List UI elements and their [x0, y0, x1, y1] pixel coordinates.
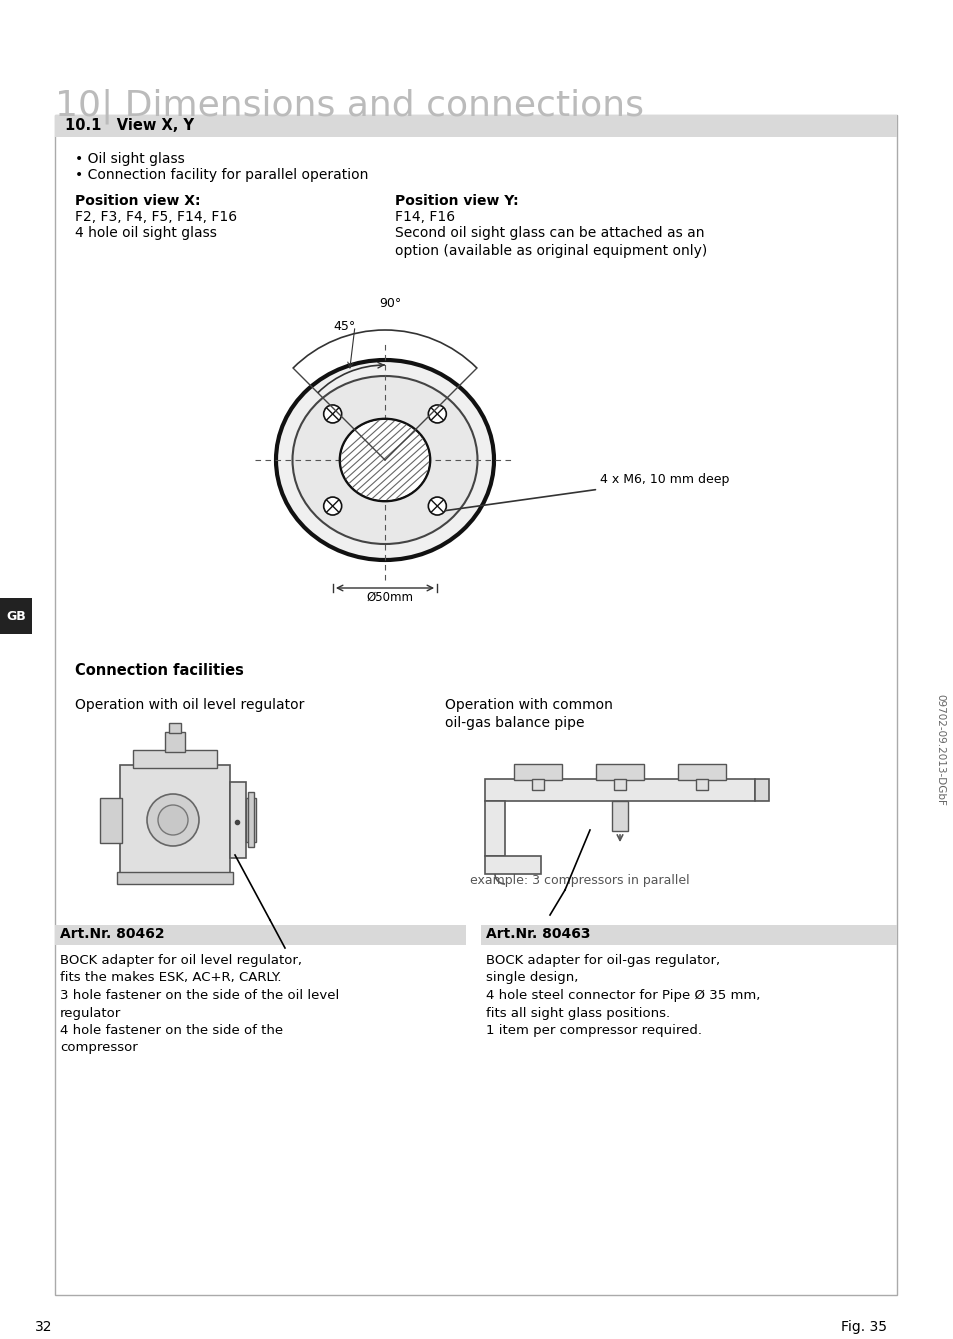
Text: Second oil sight glass can be attached as an
option (available as original equip: Second oil sight glass can be attached a…	[395, 226, 706, 258]
Ellipse shape	[340, 420, 429, 499]
Bar	[55, 115, 896, 1295]
Text: 4 x M6, 10 mm deep: 4 x M6, 10 mm deep	[445, 474, 729, 510]
Bar	[484, 856, 540, 874]
Bar	[169, 723, 181, 732]
Text: 4 hole oil sight glass: 4 hole oil sight glass	[75, 226, 216, 240]
Circle shape	[158, 805, 188, 836]
Text: 10.1   View X, Y: 10.1 View X, Y	[65, 118, 193, 133]
Circle shape	[428, 497, 446, 516]
Bar	[678, 765, 725, 781]
Bar	[117, 872, 233, 884]
Bar	[514, 765, 561, 781]
Bar	[596, 765, 643, 781]
Text: Operation with oil level regulator: Operation with oil level regulator	[75, 698, 304, 712]
Text: Operation with common
oil-gas balance pipe: Operation with common oil-gas balance pi…	[444, 698, 612, 730]
Bar	[612, 801, 627, 832]
Bar	[696, 779, 707, 790]
Ellipse shape	[275, 360, 494, 560]
Bar	[100, 798, 122, 844]
Bar	[165, 732, 185, 753]
Text: BOCK adapter for oil-gas regulator,
single design,
4 hole steel connector for Pi: BOCK adapter for oil-gas regulator, sing…	[485, 953, 760, 1036]
Text: Ø50mm: Ø50mm	[366, 590, 413, 604]
Bar	[230, 782, 246, 858]
Text: 90°: 90°	[378, 297, 400, 311]
Text: • Connection facility for parallel operation: • Connection facility for parallel opera…	[75, 167, 368, 182]
Text: Connection facilities: Connection facilities	[75, 663, 244, 678]
Text: Position view X:: Position view X:	[75, 194, 200, 208]
Text: Fig. 35: Fig. 35	[841, 1320, 886, 1334]
Circle shape	[147, 794, 199, 846]
Text: 45°: 45°	[333, 320, 355, 333]
Text: 32: 32	[35, 1320, 52, 1334]
Bar	[614, 779, 625, 790]
Text: Art.Nr. 80462: Art.Nr. 80462	[60, 927, 165, 941]
Text: F14, F16: F14, F16	[395, 210, 455, 224]
Bar	[132, 750, 216, 769]
Circle shape	[323, 404, 341, 423]
Ellipse shape	[153, 803, 192, 837]
Bar	[246, 798, 255, 842]
Text: Position view Y:: Position view Y:	[395, 194, 518, 208]
Bar	[120, 765, 230, 874]
Bar	[754, 779, 768, 801]
Circle shape	[323, 497, 341, 516]
Bar	[480, 925, 896, 945]
Text: 09702-09.2013-DGbF: 09702-09.2013-DGbF	[934, 694, 944, 806]
Bar	[532, 779, 543, 790]
Circle shape	[428, 404, 446, 423]
Bar	[484, 801, 504, 856]
Ellipse shape	[293, 376, 477, 544]
Text: BOCK adapter for oil level regulator,
fits the makes ESK, AC+R, CARLY.
3 hole fa: BOCK adapter for oil level regulator, fi…	[60, 953, 339, 1055]
Text: GB: GB	[6, 611, 26, 624]
Text: 10| Dimensions and connections: 10| Dimensions and connections	[55, 88, 643, 123]
Ellipse shape	[339, 419, 430, 501]
Bar	[55, 115, 896, 137]
Text: Art.Nr. 80463: Art.Nr. 80463	[485, 927, 590, 941]
Bar	[55, 925, 465, 945]
Bar	[484, 779, 754, 801]
Bar	[248, 791, 253, 848]
Text: • Oil sight glass: • Oil sight glass	[75, 153, 185, 166]
Text: F2, F3, F4, F5, F14, F16: F2, F3, F4, F5, F14, F16	[75, 210, 237, 224]
Bar	[0, 599, 32, 633]
Text: example: 3 compressors in parallel: example: 3 compressors in parallel	[470, 874, 689, 886]
